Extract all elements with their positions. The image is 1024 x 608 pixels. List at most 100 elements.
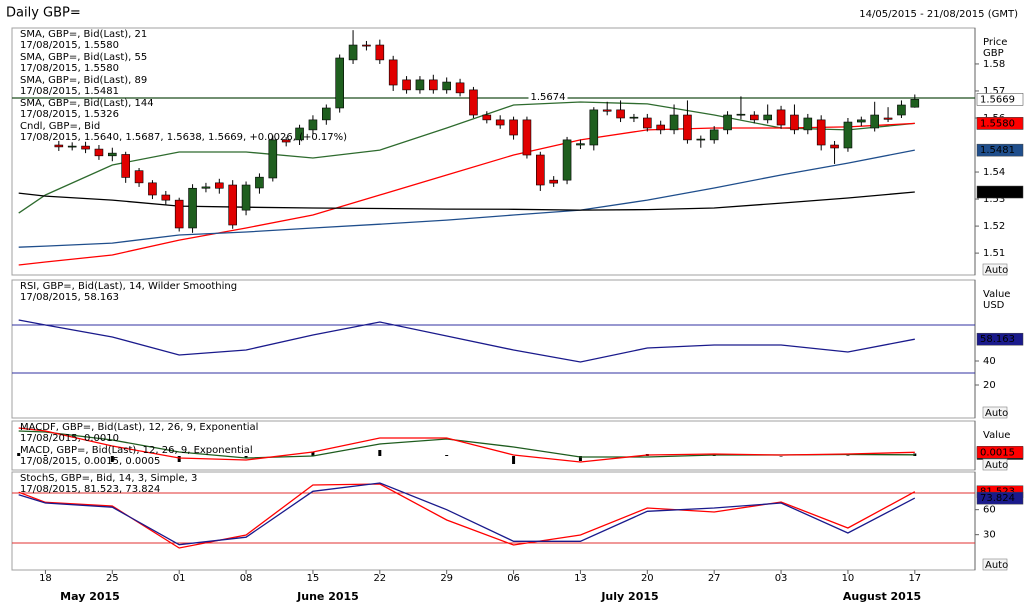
- auto-button: [982, 558, 1008, 571]
- candle-body: [281, 139, 291, 143]
- candle-body: [790, 114, 799, 131]
- last-value-box: [976, 117, 1024, 130]
- candle-body: [803, 117, 813, 131]
- last-value-box: [976, 332, 1024, 346]
- histogram-bar: [913, 453, 917, 456]
- candle-body: [255, 176, 264, 189]
- candle-body: [522, 119, 532, 156]
- axis-label: Price: [983, 37, 1007, 48]
- candle-body: [669, 114, 679, 131]
- last-value-box: [976, 446, 1024, 459]
- y-tick-label: 1.58: [983, 59, 1005, 70]
- y-tick-label: 30: [983, 530, 996, 541]
- legend-value: 17/08/2015, 81.523, 73.824: [20, 484, 160, 495]
- last-value-label: 58.163: [980, 334, 1015, 345]
- histogram-bar: [578, 456, 582, 461]
- candle-body: [148, 182, 157, 196]
- y-tick-label: 60: [983, 505, 996, 516]
- x-tick-label: 10: [842, 573, 855, 584]
- legend-name: RSI, GBP=, Bid(Last), 14, Wilder Smoothi…: [20, 281, 237, 292]
- candle-body: [883, 117, 893, 120]
- candle-body: [643, 117, 652, 129]
- candle-body: [562, 139, 572, 181]
- x-tick-label: 20: [641, 573, 654, 584]
- candle-body: [54, 144, 64, 148]
- last-value-box: [976, 93, 1024, 106]
- last-value-box: [976, 491, 1024, 505]
- x-tick-label: 22: [373, 573, 386, 584]
- candle-body: [67, 145, 77, 148]
- candle-body: [576, 143, 585, 146]
- histogram-bar: [311, 452, 315, 456]
- auto-button: [982, 458, 1008, 471]
- x-tick-label: 27: [708, 573, 721, 584]
- candle-body: [308, 119, 318, 131]
- candle-body: [816, 119, 826, 146]
- last-value-label: 1.5580: [980, 118, 1015, 129]
- auto-button: [982, 406, 1008, 419]
- horizontal-line-label: 1.5674: [531, 92, 566, 103]
- candle-body: [388, 59, 398, 86]
- y-tick-label: 40: [983, 356, 996, 367]
- series-line: [18, 122, 915, 266]
- histogram-bar: [512, 456, 516, 464]
- x-tick-label: 15: [307, 573, 320, 584]
- chart-title: Daily GBP=: [6, 6, 81, 21]
- candle-body: [228, 184, 237, 226]
- candle-body: [94, 148, 104, 157]
- legend-value: 17/08/2015, 1.5326: [20, 109, 119, 120]
- axis-label: Value: [983, 289, 1010, 300]
- legend-name: MACDF, GBP=, Bid(Last), 12, 26, 9, Expon…: [20, 422, 258, 433]
- candle-body: [348, 44, 358, 61]
- legend-value: 17/08/2015, 1.5640, 1.5687, 1.5638, 1.56…: [20, 132, 347, 143]
- candle-body: [81, 145, 90, 150]
- histogram-bar: [17, 453, 21, 456]
- panel-frame: [11, 420, 976, 471]
- legend-name: MACD, GBP=, Bid(Last), 12, 26, 9, Expone…: [20, 445, 253, 456]
- candle-body: [589, 109, 599, 146]
- y-tick-label: 1.54: [983, 167, 1005, 178]
- x-tick-label: 01: [173, 573, 186, 584]
- month-label: July 2015: [600, 590, 658, 603]
- y-tick-label: 1.53: [983, 194, 1005, 205]
- x-tick-label: 13: [574, 573, 587, 584]
- legend-value: 17/08/2015, 0.0010: [20, 433, 119, 444]
- x-tick-label: 03: [775, 573, 788, 584]
- candle-body: [188, 187, 197, 229]
- candle-body: [415, 79, 425, 91]
- x-tick-label: 06: [507, 573, 520, 584]
- label-background: [528, 91, 568, 103]
- candle-body: [402, 79, 411, 91]
- candle-body: [683, 114, 692, 141]
- candle-body: [375, 44, 385, 61]
- histogram-bar: [43, 455, 47, 456]
- candle-body: [335, 57, 344, 109]
- legend-name: Cndl, GBP=, Bid: [20, 121, 100, 132]
- last-value-label: 1.5326: [980, 187, 1015, 198]
- series-line: [18, 101, 915, 214]
- candle-body: [121, 154, 130, 178]
- candle-body: [469, 89, 478, 116]
- legend-name: StochS, GBP=, Bid, 14, 3, Simple, 3: [20, 473, 197, 484]
- legend-name: SMA, GBP=, Bid(Last), 55: [20, 52, 147, 63]
- date-range: 14/05/2015 - 21/08/2015 (GMT): [859, 9, 1018, 20]
- candle-body: [857, 119, 866, 123]
- series-line: [18, 191, 915, 211]
- candle-body: [295, 127, 304, 141]
- histogram-bar: [846, 455, 850, 456]
- y-tick-label: 1.57: [983, 86, 1005, 97]
- candle-body: [776, 109, 786, 126]
- candle-body: [897, 104, 906, 116]
- candle-body: [429, 79, 438, 91]
- candle-body: [709, 129, 719, 141]
- legend-value: 17/08/2015, 1.5481: [20, 86, 119, 97]
- candle-body: [174, 199, 184, 229]
- x-tick-label: 25: [106, 573, 119, 584]
- auto-button: [982, 263, 1008, 276]
- candle-body: [268, 139, 278, 179]
- legend-value: 17/08/2015, 1.5580: [20, 63, 119, 74]
- histogram-bar: [445, 455, 449, 456]
- series-line: [18, 482, 916, 546]
- candle-body: [870, 114, 879, 129]
